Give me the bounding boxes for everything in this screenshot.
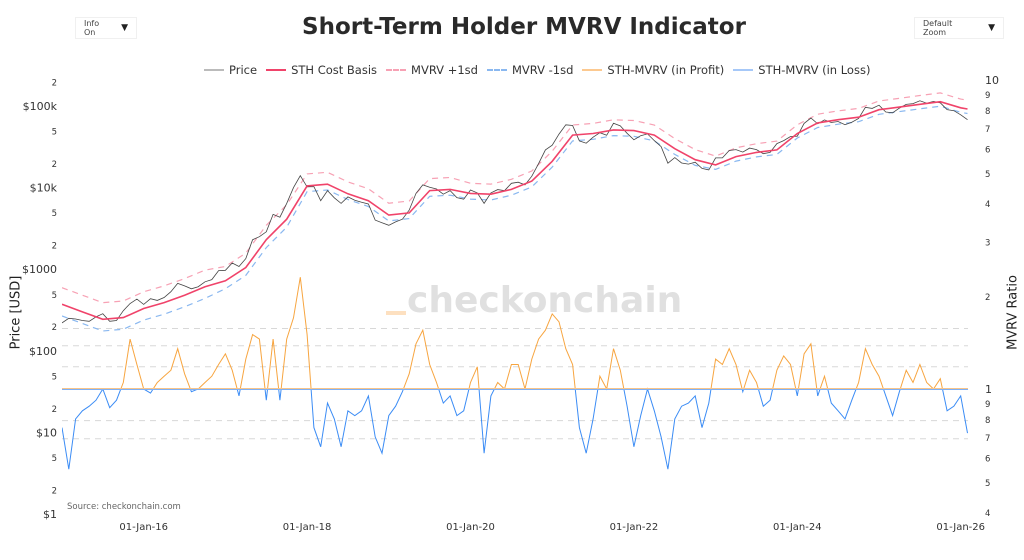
left-axis-tick-label: 2 xyxy=(52,160,57,170)
series-group xyxy=(62,92,968,470)
left-axis-tick-label: 2 xyxy=(52,242,57,252)
info-toggle-dropdown[interactable]: Info On ▼ xyxy=(75,17,137,39)
zoom-label: Default Zoom xyxy=(923,19,953,37)
right-axis-tick-label: 10 xyxy=(985,74,999,87)
x-axis: 01-Jan-16 01-Jan-18 01-Jan-20 01-Jan-22 01-J… xyxy=(119,522,985,533)
reference-lines xyxy=(62,327,968,440)
source-note: Source: checkonchain.com xyxy=(67,502,181,512)
left-axis: $1 2 5 $10 2 5 $100 2 5 $1000 2 5 $10k 2 5 $100k 2 xyxy=(22,78,58,521)
legend-item-plus-1sd[interactable]: MVRV +1sd xyxy=(386,63,478,77)
left-axis-tick-label: 5 xyxy=(52,291,57,301)
right-axis-tick-label: 7 xyxy=(985,434,990,444)
right-axis-tick-label: 8 xyxy=(985,107,990,117)
legend-item-mvrv-loss[interactable]: STH-MVRV (in Loss) xyxy=(733,63,870,77)
sth-cost-basis-line xyxy=(62,100,968,321)
right-axis-tick-label: 7 xyxy=(985,125,990,135)
watermark-underscore xyxy=(386,311,406,315)
legend-swatch xyxy=(266,69,287,71)
legend-swatch xyxy=(733,69,754,71)
legend-swatch xyxy=(386,69,407,71)
legend-label: MVRV +1sd xyxy=(411,63,478,77)
right-axis-tick-label: 6 xyxy=(985,146,990,156)
left-axis-tick-label: 2 xyxy=(52,405,57,415)
legend-item-price[interactable]: Price xyxy=(204,63,257,77)
x-axis-tick-label: 01-Jan-26 xyxy=(936,522,985,533)
mvrv-minus-1sd-line xyxy=(62,105,968,332)
right-axis-tick-label: 1 xyxy=(985,383,992,396)
info-toggle-label: Info On xyxy=(84,19,100,37)
left-axis-tick-label: 5 xyxy=(52,454,57,464)
legend-label: STH Cost Basis xyxy=(291,63,378,77)
legend-label: STH-MVRV (in Profit) xyxy=(607,63,725,77)
right-axis-tick-label: 9 xyxy=(985,400,990,410)
watermark-text: checkonchain xyxy=(407,280,682,321)
zoom-dropdown[interactable]: Default Zoom ▼ xyxy=(914,17,1004,39)
left-axis-tick-label: $100 xyxy=(29,345,57,358)
legend-item-cost-basis[interactable]: STH Cost Basis xyxy=(266,63,377,77)
legend-label: MVRV -1sd xyxy=(511,63,574,77)
legend-swatch xyxy=(204,69,224,71)
right-axis-tick-label: 5 xyxy=(985,170,990,180)
legend-swatch xyxy=(486,69,507,71)
right-axis-tick-label: 5 xyxy=(985,479,990,489)
left-axis-tick-label: $10 xyxy=(36,426,57,439)
left-axis-tick-label: $1000 xyxy=(22,263,57,276)
left-axis-tick-label: 5 xyxy=(52,128,57,138)
right-axis: 4 5 6 7 8 9 1 2 3 4 5 6 7 8 9 10 xyxy=(985,74,999,519)
left-axis-tick-label: 2 xyxy=(52,323,57,333)
chevron-down-icon: ▼ xyxy=(121,23,128,33)
right-axis-tick-label: 3 xyxy=(985,239,990,249)
legend-label: STH-MVRV (in Loss) xyxy=(758,63,871,77)
x-axis-tick-label: 01-Jan-22 xyxy=(610,522,659,533)
left-axis-tick-label: 2 xyxy=(52,486,57,496)
legend-label: Price xyxy=(229,63,258,77)
left-axis-tick-label: $1 xyxy=(43,508,57,521)
left-axis-tick-label: 5 xyxy=(52,372,57,382)
left-axis-tick-label: $100k xyxy=(23,100,58,113)
chevron-down-icon: ▼ xyxy=(988,23,995,33)
right-axis-tick-label: 8 xyxy=(985,416,990,426)
sth-mvrv-profit-line xyxy=(102,277,943,389)
legend-item-mvrv-profit[interactable]: STH-MVRV (in Profit) xyxy=(582,63,724,77)
left-axis-tick-label: $10k xyxy=(30,182,58,195)
legend-item-minus-1sd[interactable]: MVRV -1sd xyxy=(486,63,574,77)
right-axis-tick-label: 2 xyxy=(985,293,990,303)
right-axis-tick-label: 9 xyxy=(985,91,990,101)
x-axis-tick-label: 01-Jan-16 xyxy=(119,522,168,533)
legend: Price STH Cost Basis MVRV +1sd MVRV -1sd… xyxy=(204,63,879,77)
right-axis-tick-label: 4 xyxy=(985,509,990,519)
x-axis-tick-label: 01-Jan-24 xyxy=(773,522,822,533)
x-axis-tick-label: 01-Jan-18 xyxy=(283,522,332,533)
chart-title: Short-Term Holder MVRV Indicator xyxy=(302,14,746,40)
mvrv-plus-1sd-line xyxy=(62,92,968,304)
right-axis-tick-label: 6 xyxy=(985,455,990,465)
watermark-logo: checkonchain xyxy=(386,280,682,321)
left-axis-tick-label: 5 xyxy=(52,209,57,219)
legend-swatch xyxy=(582,69,603,71)
x-axis-tick-label: 01-Jan-20 xyxy=(446,522,495,533)
left-axis-tick-label: 2 xyxy=(52,78,57,88)
right-axis-tick-label: 4 xyxy=(985,200,990,210)
mvrv-profit-group xyxy=(102,277,943,389)
